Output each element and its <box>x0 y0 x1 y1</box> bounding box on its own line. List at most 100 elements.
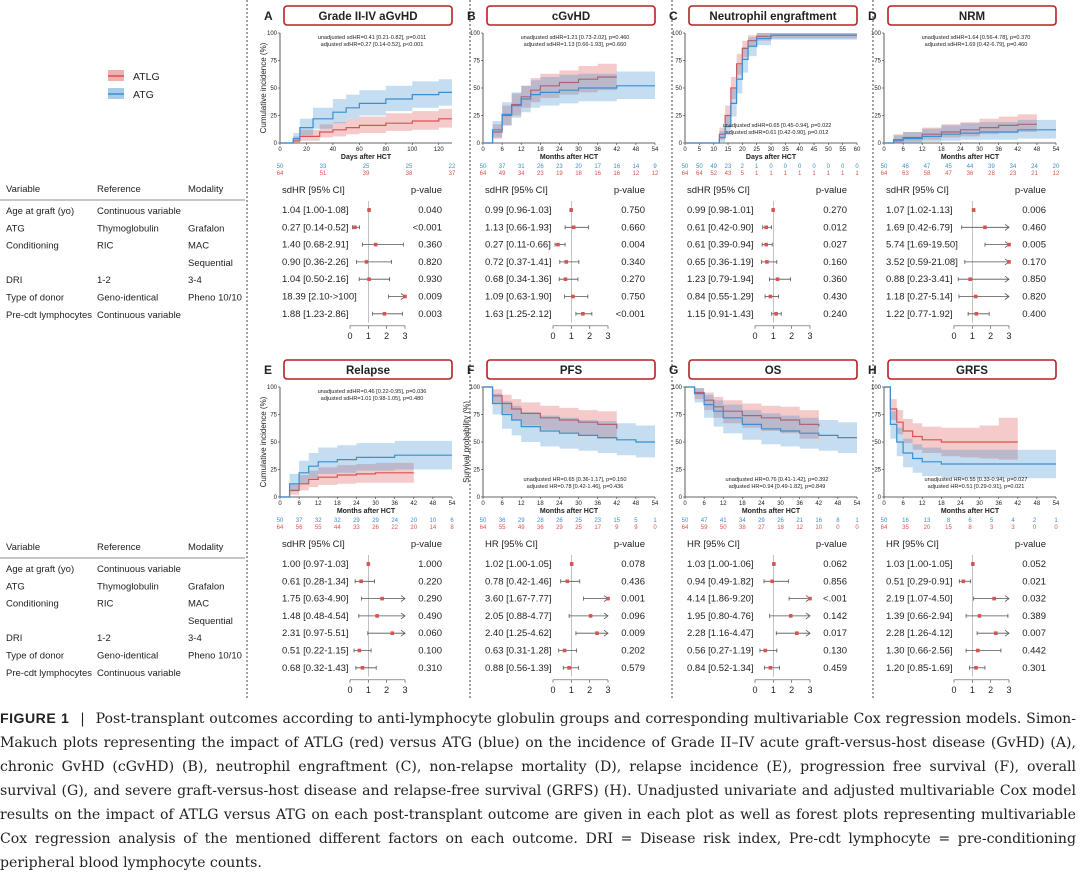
forest-plot: sdHR [95% CI] p-value 1.00 [0.97-1.03] 1.00… <box>282 539 442 695</box>
y-tick-label: 25 <box>270 468 277 474</box>
y-tick-label: 75 <box>473 59 480 65</box>
covariate-modality: MAC <box>188 599 209 610</box>
x-tick-label: 54 <box>854 501 861 507</box>
risk-atlg: 28 <box>988 171 995 177</box>
risk-atg: 24 <box>1031 164 1038 170</box>
x-tick-label: 18 <box>537 501 544 507</box>
forest-point <box>775 277 780 281</box>
forest-p-value: 0.040 <box>418 205 442 216</box>
risk-atg: 16 <box>815 518 822 524</box>
y-tick-label: 100 <box>672 385 683 391</box>
forest-p-value: 0.006 <box>1022 205 1046 216</box>
y-tick-label: 0 <box>679 495 683 501</box>
forest-estimate-text: 0.51 [0.29-0.91] <box>886 576 953 587</box>
x-tick-label: 0 <box>278 147 282 153</box>
forest-estimate-text: 1.75 [0.63-4.90] <box>282 594 349 605</box>
risk-atlg: 20 <box>924 525 931 531</box>
x-tick-label: 12 <box>518 147 525 153</box>
forest-header: HR [95% CI] <box>485 539 538 550</box>
risk-atg: 36 <box>499 518 506 524</box>
risk-atg: 23 <box>725 164 732 170</box>
y-tick-label: 75 <box>874 413 881 419</box>
risk-atlg: 39 <box>363 171 370 177</box>
forest-point <box>763 648 768 653</box>
risk-atlg: 20 <box>410 525 417 531</box>
risk-atlg: 64 <box>682 525 689 531</box>
risk-atg: 5 <box>990 518 994 524</box>
forest-point <box>360 666 365 670</box>
forest-point <box>390 631 395 635</box>
curve-atlg <box>884 386 1018 443</box>
x-tick-label: 36 <box>995 147 1002 153</box>
y-tick-label: 0 <box>679 141 683 147</box>
forest-point <box>976 648 980 653</box>
forest-point <box>983 225 987 230</box>
forest-plot: HR [95% CI] p-value 1.02 [1.00-1.05] 0.078 0… <box>485 539 645 695</box>
curve-atlg <box>483 386 618 429</box>
forest-point <box>606 596 610 601</box>
risk-atlg: 18 <box>575 171 582 177</box>
forest-p-value: 0.012 <box>823 222 847 233</box>
covariate-modality: Sequential <box>188 616 233 627</box>
hr-stat: adjusted sdHR=0.61 [0.42-0.90], p=0.012 <box>726 130 829 136</box>
y-tick-label: 100 <box>267 31 278 37</box>
figure-caption: FIGURE 1 | Post-transplant outcomes acco… <box>0 706 1076 875</box>
risk-atlg: 64 <box>881 171 888 177</box>
forest-point <box>595 631 599 635</box>
risk-atg: 39 <box>988 164 995 170</box>
risk-atlg: 10 <box>815 525 822 531</box>
risk-atlg: 50 <box>720 525 727 531</box>
x-tick-label: 42 <box>815 501 822 507</box>
forest-point <box>564 260 568 264</box>
forest-point <box>563 277 568 281</box>
risk-atg: 37 <box>499 164 506 170</box>
risk-atlg: 49 <box>499 171 506 177</box>
legend: ATLG ATG <box>108 70 160 101</box>
forest-point <box>973 294 978 299</box>
covariate-variable: ATG <box>6 581 25 592</box>
forest-estimate-text: 1.02 [1.00-1.05] <box>485 559 552 570</box>
hr-stat: unadjusted HR=0.55 [0.33-0.94], p=0.027 <box>925 477 1028 483</box>
x-tick-label: 20 <box>739 147 746 153</box>
x-tick-label: 36 <box>796 501 803 507</box>
forest-p-value: 0.389 <box>1022 611 1046 622</box>
risk-atlg: 38 <box>739 525 746 531</box>
risk-atg: 0 <box>841 164 845 170</box>
curve-atlg <box>685 34 857 144</box>
risk-atg: 50 <box>696 164 703 170</box>
table-header-variable: Variable <box>6 184 40 195</box>
ci-band-atg <box>685 33 857 143</box>
forest-p-value: 0.490 <box>418 611 442 622</box>
forest-p-value: 0.032 <box>1022 594 1046 605</box>
ci-band-atg <box>884 119 1056 143</box>
ci-band-atlg <box>483 387 617 445</box>
forest-axis-label: 2 <box>587 331 592 341</box>
covariate-variable: Pre-cdt lymphocytes <box>6 310 92 321</box>
y-tick-label: 25 <box>874 468 881 474</box>
risk-atg: 2 <box>741 164 745 170</box>
hr-stat: adjusted HR=0.94 [0.49-1.82], p=0.849 <box>729 484 826 490</box>
curve-atlg <box>280 118 452 144</box>
x-tick-label: 12 <box>315 501 322 507</box>
panel-title-box <box>283 359 453 380</box>
forest-estimate-text: 0.88 [0.56-1.39] <box>485 663 552 674</box>
risk-atlg: 8 <box>450 525 454 531</box>
panel-title: Neutrophil engraftment <box>709 11 836 23</box>
hr-stat: unadjusted HR=0.76 [0.41-1.42], p=0.392 <box>726 477 829 483</box>
risk-atlg: 64 <box>277 525 284 531</box>
risk-atg: 41 <box>720 518 727 524</box>
risk-atlg: 63 <box>902 171 909 177</box>
x-tick-label: 54 <box>652 147 659 153</box>
risk-atg: 10 <box>430 518 437 524</box>
x-tick-label: 25 <box>753 147 760 153</box>
panel-letter: D <box>868 9 877 23</box>
forest-estimate-text: 1.30 [0.66-2.56] <box>886 646 953 657</box>
y-tick-label: 100 <box>871 31 882 37</box>
forest-estimate-text: 1.69 [0.42-6.79] <box>886 222 953 233</box>
risk-atlg: 12 <box>633 171 640 177</box>
x-tick-label: 6 <box>702 501 706 507</box>
covariate-table: Variable Reference Modality Age at graft (y… <box>0 542 245 679</box>
forest-estimate-text: 0.65 [0.36-1.19] <box>687 257 754 268</box>
curve-atlg <box>280 472 414 498</box>
y-tick-label: 75 <box>473 413 480 419</box>
